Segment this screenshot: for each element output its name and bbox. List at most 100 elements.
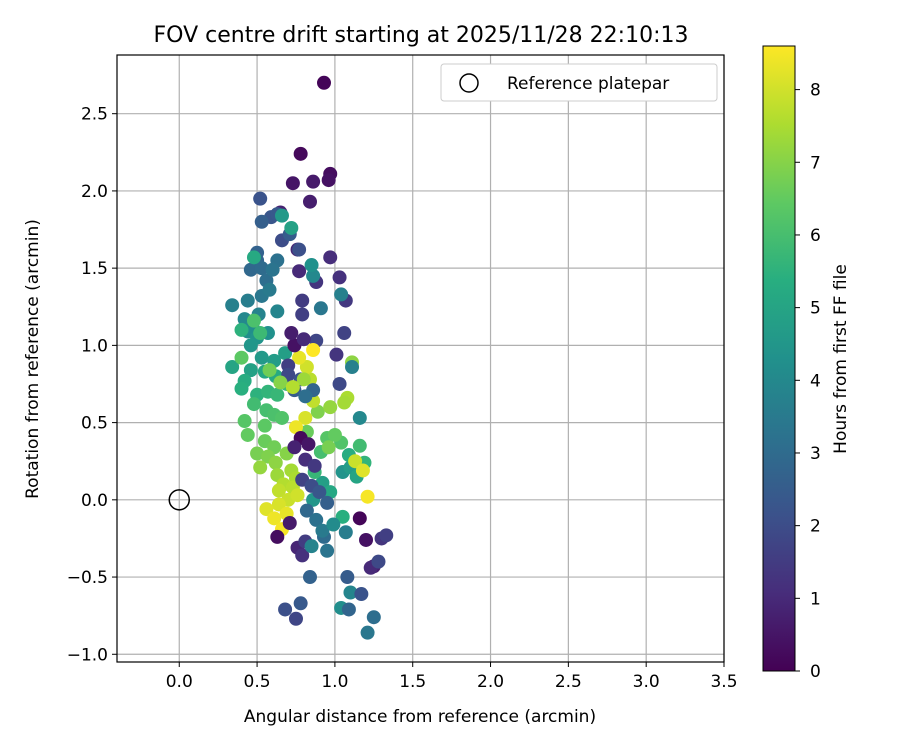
data-point bbox=[234, 381, 249, 396]
colorbar-tick-label: 8 bbox=[810, 81, 821, 101]
data-point bbox=[337, 395, 352, 410]
colorbar-gradient bbox=[762, 45, 796, 672]
x-tick-label: 2.0 bbox=[477, 672, 504, 692]
data-point bbox=[234, 350, 249, 365]
data-point bbox=[321, 173, 336, 188]
x-tick-label: 3.0 bbox=[633, 672, 660, 692]
data-point bbox=[326, 517, 341, 532]
y-tick-label: −0.5 bbox=[67, 568, 108, 588]
data-point bbox=[323, 250, 338, 265]
data-point bbox=[298, 410, 313, 425]
data-point bbox=[299, 503, 314, 518]
data-point bbox=[293, 146, 308, 161]
x-tick-label: 0.0 bbox=[166, 672, 193, 692]
data-point bbox=[371, 554, 386, 569]
data-point bbox=[274, 208, 289, 223]
data-point bbox=[295, 548, 310, 563]
data-point bbox=[290, 488, 305, 503]
data-point bbox=[320, 495, 335, 510]
data-point bbox=[313, 301, 328, 316]
data-point bbox=[312, 485, 327, 500]
data-point bbox=[309, 512, 324, 527]
x-tick-label: 1.5 bbox=[399, 672, 426, 692]
y-tick-label: 0.5 bbox=[81, 414, 108, 434]
data-point bbox=[366, 610, 381, 625]
data-point bbox=[284, 326, 299, 341]
data-point bbox=[306, 174, 321, 189]
data-point bbox=[278, 346, 293, 361]
data-point bbox=[246, 250, 261, 265]
legend-label: Reference platepar bbox=[507, 74, 669, 94]
colorbar-tick-label: 4 bbox=[810, 371, 821, 391]
data-point bbox=[352, 438, 367, 453]
data-point bbox=[246, 313, 261, 328]
colorbar-tick-label: 7 bbox=[810, 153, 821, 173]
data-point bbox=[299, 359, 314, 374]
data-point bbox=[292, 264, 307, 279]
data-point bbox=[282, 515, 297, 530]
data-point bbox=[304, 258, 319, 273]
data-point bbox=[320, 543, 335, 558]
legend-box bbox=[440, 63, 718, 102]
data-point bbox=[360, 625, 375, 640]
data-point bbox=[270, 529, 285, 544]
x-axis-label: Angular distance from reference (arcmin) bbox=[244, 707, 596, 727]
data-point bbox=[243, 338, 258, 353]
data-point bbox=[359, 532, 374, 547]
data-point bbox=[265, 262, 280, 277]
data-point bbox=[335, 509, 350, 524]
data-point bbox=[285, 176, 300, 191]
data-point bbox=[296, 372, 311, 387]
data-point bbox=[225, 298, 240, 313]
data-point bbox=[287, 440, 302, 455]
x-tick-label: 2.5 bbox=[555, 672, 582, 692]
legend: Reference platepar bbox=[440, 63, 718, 102]
data-point bbox=[259, 502, 274, 517]
data-point bbox=[273, 375, 288, 390]
data-point bbox=[278, 602, 293, 617]
x-axis-ticks: 0.0 0.5 1.0 1.5 2.0 2.5 3.0 3.5 bbox=[166, 662, 738, 692]
data-point bbox=[332, 376, 347, 391]
data-point bbox=[304, 539, 319, 554]
data-point bbox=[332, 270, 347, 285]
data-point bbox=[315, 523, 330, 538]
data-point bbox=[307, 458, 322, 473]
data-point bbox=[271, 497, 286, 512]
data-point bbox=[360, 489, 375, 504]
data-point bbox=[321, 440, 336, 455]
data-point bbox=[329, 347, 344, 362]
data-point bbox=[337, 326, 352, 341]
data-point bbox=[254, 214, 269, 229]
x-tick-label: 3.5 bbox=[710, 672, 737, 692]
data-point bbox=[268, 455, 283, 470]
data-point bbox=[338, 525, 353, 540]
data-point bbox=[253, 460, 268, 475]
data-point bbox=[250, 446, 265, 461]
data-point bbox=[285, 380, 300, 395]
data-point bbox=[323, 400, 338, 415]
colorbar-label: Hours from first FF file bbox=[831, 264, 851, 454]
data-point bbox=[323, 485, 338, 500]
reference-marker bbox=[168, 489, 191, 511]
y-axis-label: Rotation from reference (arcmin) bbox=[23, 219, 43, 499]
x-tick-label: 1.0 bbox=[321, 672, 348, 692]
data-point bbox=[271, 483, 286, 498]
data-point bbox=[225, 359, 240, 374]
y-tick-label: 2.0 bbox=[81, 182, 108, 202]
colorbar: 0 1 2 3 4 5 6 7 8 Hours from first FF file bbox=[762, 45, 851, 682]
data-point bbox=[274, 410, 289, 425]
data-points bbox=[225, 75, 394, 640]
data-point bbox=[288, 420, 303, 435]
y-tick-label: 2.5 bbox=[81, 105, 108, 125]
data-point bbox=[254, 350, 269, 365]
data-point bbox=[306, 343, 321, 358]
data-point bbox=[246, 397, 261, 412]
data-point bbox=[296, 332, 311, 347]
data-point bbox=[292, 242, 307, 257]
data-point bbox=[267, 511, 282, 526]
y-tick-label: 1.5 bbox=[81, 259, 108, 279]
y-tick-label: 0.0 bbox=[81, 491, 108, 511]
data-point bbox=[253, 326, 268, 341]
data-point bbox=[310, 404, 325, 419]
